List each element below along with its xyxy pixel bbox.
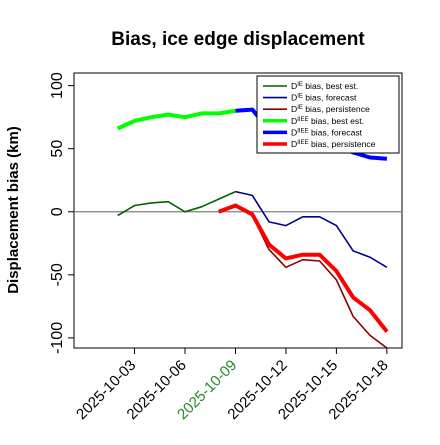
legend-label-3: DIE bias, persistence: [291, 104, 370, 114]
legend: DIE bias, best est.DIE bias, forecastDIE…: [256, 75, 400, 154]
legend-label-superscript: IE: [297, 82, 303, 88]
legend-label-superscript: IIEE: [297, 128, 308, 134]
series-line-1: [117, 190, 236, 217]
y-tick-label: 0: [49, 207, 66, 216]
y-tick-label: 100: [49, 72, 66, 99]
y-tick-label: 50: [49, 140, 66, 158]
series-line-6: [217, 203, 389, 333]
y-tick-label: -50: [49, 263, 66, 286]
legend-label-superscript: IIEE: [297, 140, 308, 146]
legend-label-rest: bias, persistence: [303, 104, 370, 114]
legend-label-main: D: [291, 116, 297, 126]
legend-label-rest: bias, persistence: [309, 139, 376, 149]
plot-frame: [73, 72, 403, 349]
legend-label-superscript: IE: [297, 105, 303, 111]
y-ticks-layer: -100 -50 0 50 100: [49, 72, 74, 354]
legend-label-4: DIIEE bias, best est.: [291, 116, 364, 126]
legend-label-5: DIIEE bias, forecast: [291, 127, 363, 137]
series-line-4: [116, 108, 236, 131]
legend-label-rest: bias, best est.: [309, 116, 364, 126]
legend-label-6: DIIEE bias, persistence: [291, 139, 376, 149]
legend-label-superscript: IIEE: [297, 117, 308, 123]
legend-label-rest: bias, forecast: [309, 127, 363, 137]
y-axis-label: Displacement bias (km): [5, 126, 22, 294]
legend-label-main: D: [291, 127, 297, 137]
series-line-3: [218, 205, 388, 349]
legend-label-main: D: [291, 104, 297, 114]
legend-label-main: D: [291, 81, 297, 91]
legend-label-superscript: IE: [297, 94, 303, 100]
legend-label-rest: bias, forecast: [303, 93, 357, 103]
series-line-2: [235, 190, 388, 268]
legend-label-main: D: [291, 139, 297, 149]
chart-title: Bias, ice edge displacement: [111, 29, 365, 50]
y-tick-label: -100: [49, 322, 66, 354]
legend-label-main: D: [291, 93, 297, 103]
legend-label-rest: bias, best est.: [303, 81, 358, 91]
x-ticks-layer: 2025-10-032025-10-062025-10-092025-10-12…: [73, 348, 392, 423]
legend-label-1: DIE bias, best est.: [291, 81, 358, 91]
legend-box: [256, 75, 400, 154]
legend-label-2: DIE bias, forecast: [291, 93, 357, 103]
